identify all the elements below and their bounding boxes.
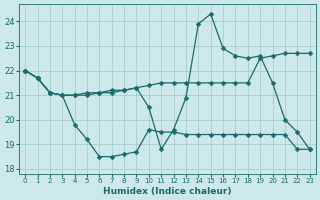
X-axis label: Humidex (Indice chaleur): Humidex (Indice chaleur) <box>103 187 232 196</box>
